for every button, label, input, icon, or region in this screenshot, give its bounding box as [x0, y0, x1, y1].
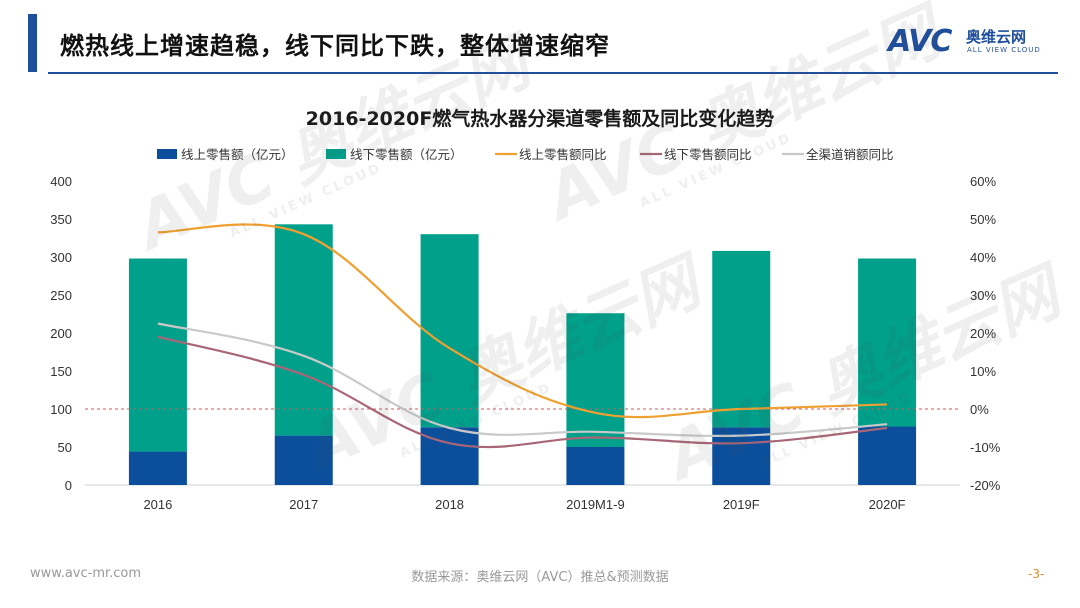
y-tick-label: 50: [58, 440, 72, 455]
y2-tick-label: 20%: [970, 326, 996, 341]
y2-tick-label: 0%: [970, 402, 989, 417]
bar: [858, 426, 917, 485]
logo-avc-text: AVC: [888, 24, 952, 59]
y2-tick-label: 40%: [970, 250, 996, 265]
avc-logo: AVC 奥维云网 ALL VIEW CLOUD: [888, 24, 1058, 64]
logo-cn-text: 奥维云网: [966, 28, 1027, 46]
legend-label: 线下零售额同比: [664, 147, 752, 162]
footer-source: 数据来源：奥维云网（AVC）推总&预测数据: [411, 570, 669, 585]
y-tick-label: 250: [50, 288, 72, 303]
y-tick-label: 300: [50, 250, 72, 265]
series-line: [157, 322, 888, 437]
legend-swatch: [326, 149, 346, 159]
bar: [274, 435, 333, 485]
bar: [712, 250, 771, 428]
page-number: -3-: [1028, 567, 1045, 581]
watermark-text: AVC 奥维云网: [532, 0, 959, 237]
y-tick-label: 400: [50, 174, 72, 189]
x-tick-label: 2017: [289, 497, 318, 512]
y-tick-label: 150: [50, 364, 72, 379]
legend-swatch: [157, 149, 177, 159]
y-tick-label: 0: [65, 478, 72, 493]
logo-en-text: ALL VIEW CLOUD: [967, 46, 1041, 54]
x-tick-label: 2018: [435, 497, 464, 512]
x-tick-label: 2019F: [723, 497, 760, 512]
footer-website: www.avc-mr.com: [30, 566, 142, 581]
legend-label: 全渠道销额同比: [806, 147, 894, 162]
chart-title: 2016-2020F燃气热水器分渠道零售额及同比变化趋势: [305, 108, 775, 130]
y-tick-label: 350: [50, 212, 72, 227]
y2-tick-label: 60%: [970, 174, 996, 189]
y-tick-label: 200: [50, 326, 72, 341]
bar: [128, 451, 187, 485]
bar: [566, 313, 625, 447]
watermark-text: AVC 奥维云网: [292, 243, 719, 487]
x-tick-label: 2016: [143, 497, 172, 512]
bar: [274, 224, 333, 436]
series-line: [157, 223, 888, 419]
header-divider: [48, 72, 1058, 74]
y2-tick-label: -10%: [970, 440, 1001, 455]
y2-tick-label: 30%: [970, 288, 996, 303]
series-line: [157, 335, 888, 449]
bar: [566, 447, 625, 485]
legend-label: 线上零售额同比: [519, 147, 607, 162]
bar: [128, 258, 187, 452]
title-accent-bar: [28, 14, 37, 72]
x-tick-label: 2019M1-9: [566, 497, 625, 512]
legend-label: 线上零售额（亿元）: [181, 147, 294, 162]
y2-tick-label: 10%: [970, 364, 996, 379]
watermark-text: AVC 奥维云网: [122, 23, 549, 267]
y2-tick-label: 50%: [970, 212, 996, 227]
page-title: 燃热线上增速趋稳，线下同比下跌，整体增速缩窄: [60, 32, 610, 60]
bar: [858, 258, 917, 427]
bar: [420, 234, 479, 428]
legend-label: 线下零售额（亿元）: [350, 147, 463, 162]
x-tick-label: 2020F: [869, 497, 906, 512]
y2-tick-label: -20%: [970, 478, 1001, 493]
y-tick-label: 100: [50, 402, 72, 417]
